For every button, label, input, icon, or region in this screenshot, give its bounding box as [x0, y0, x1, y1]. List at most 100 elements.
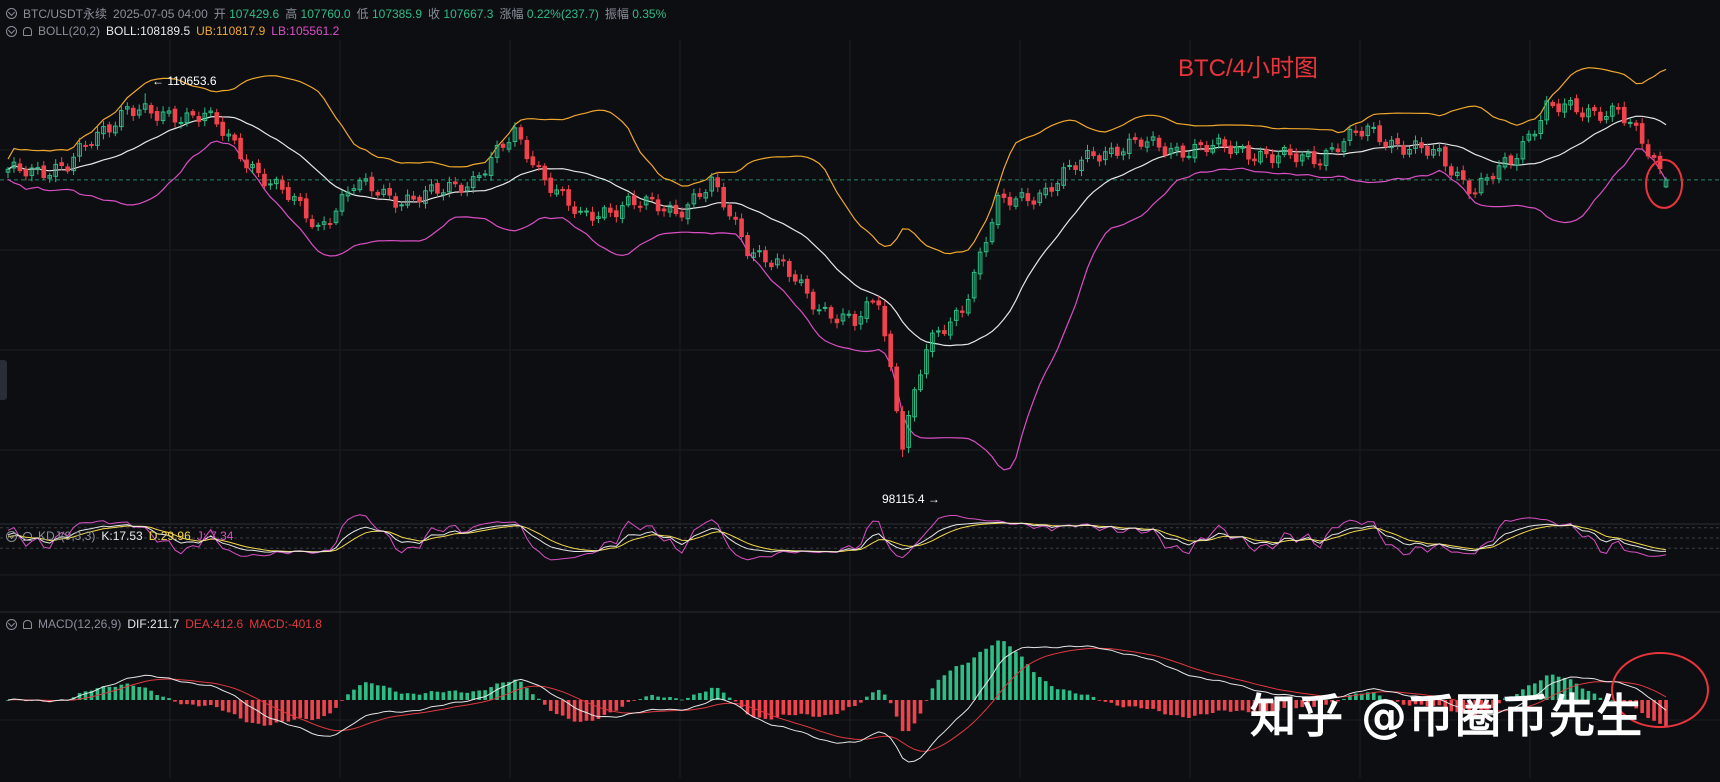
candle-body: [190, 111, 196, 116]
macd-histogram-bar: [1652, 700, 1656, 721]
macd-histogram-bar: [626, 700, 631, 702]
candle-body: [673, 204, 679, 215]
candle-body: [196, 116, 202, 122]
collapse-icon[interactable]: [6, 25, 17, 37]
candle-body: [643, 196, 649, 206]
macd-histogram-bar: [250, 700, 255, 723]
candle-body: [1234, 146, 1239, 154]
macd-histogram-bar: [1354, 693, 1358, 700]
macd-histogram-bar: [1646, 700, 1650, 719]
macd-histogram-bar: [870, 692, 875, 700]
candle-body: [1425, 145, 1430, 156]
left-panel-handle[interactable]: [0, 360, 7, 400]
candle-body: [435, 183, 440, 194]
low-label: 低: [356, 7, 369, 21]
candle-body: [769, 262, 774, 268]
kdj-name[interactable]: KDJ(9,3,3): [38, 529, 96, 543]
bell-icon[interactable]: [23, 531, 32, 541]
candle-body: [1580, 112, 1585, 118]
collapse-icon[interactable]: [6, 618, 17, 630]
candle-body: [375, 191, 381, 196]
candle-body: [948, 321, 953, 336]
bell-icon[interactable]: [23, 619, 32, 629]
macd-histogram-bar: [793, 700, 798, 716]
macd-histogram-bar: [471, 691, 475, 700]
candle-body: [745, 234, 750, 257]
macd-histogram-bar: [1425, 700, 1430, 707]
candle-body: [1365, 125, 1371, 137]
macd-histogram-bar: [948, 670, 953, 700]
macd-histogram-bar: [340, 700, 344, 701]
macd-histogram-bar: [888, 700, 893, 704]
candle-body: [1574, 98, 1579, 113]
candle-body: [721, 186, 726, 208]
candle-body: [566, 189, 571, 206]
candle-body: [1252, 158, 1257, 162]
macd-name[interactable]: MACD(12,26,9): [38, 617, 122, 631]
macd-histogram-bar: [417, 694, 422, 700]
macd-histogram-bar: [483, 690, 487, 700]
candle-body: [1526, 133, 1532, 141]
collapse-icon[interactable]: [6, 8, 17, 19]
candle-body: [369, 176, 375, 192]
macd-histogram-bar: [298, 700, 303, 718]
candle-body: [494, 144, 500, 158]
bell-icon[interactable]: [23, 26, 32, 36]
candle-body: [1371, 126, 1377, 129]
macd-histogram-bar: [1049, 686, 1054, 700]
annotation-circles: [1611, 158, 1709, 728]
candle-body: [751, 252, 756, 258]
candle-body: [619, 205, 625, 219]
macd-histogram-bar: [1187, 700, 1191, 718]
macd-histogram-bar: [364, 682, 368, 700]
candle-body: [482, 173, 488, 176]
macd-histogram-bar: [715, 687, 720, 700]
watermark: 知乎 @币圈币先生: [1250, 689, 1644, 743]
candle-body: [11, 161, 17, 169]
macd-header: MACD(12,26,9) DIF:211.7 DEA:412.6 MACD:-…: [6, 617, 322, 631]
macd-histogram-bar: [1383, 698, 1388, 700]
collapse-icon[interactable]: [6, 530, 17, 542]
macd-histogram-bar: [882, 694, 887, 700]
macd-histogram-bar: [167, 698, 171, 700]
macd-histogram-bar: [226, 700, 231, 713]
macd-histogram-bar: [1544, 675, 1549, 700]
candle-body: [154, 111, 160, 121]
macd-histogram-bar: [1473, 700, 1477, 718]
candle-body: [1645, 144, 1651, 157]
macd-histogram-bar: [6, 700, 10, 701]
candle-body: [733, 216, 738, 220]
candle-body: [327, 223, 333, 226]
macd-histogram-bar: [1598, 697, 1603, 700]
price-circle: [1645, 158, 1684, 209]
symbol-label[interactable]: BTC/USDT永续: [23, 7, 108, 21]
macd-histogram-bar: [1342, 698, 1346, 700]
macd-histogram-bar: [214, 700, 219, 708]
candle-body: [1168, 147, 1174, 155]
macd-histogram-bar: [1556, 676, 1561, 700]
macd-histogram-bar: [381, 685, 386, 700]
macd-dif-line: [7, 645, 1667, 763]
macd-histogram-bar: [698, 693, 702, 700]
candle-body: [1198, 142, 1204, 146]
boll-name[interactable]: BOLL(20,2): [38, 24, 101, 38]
candle-body: [89, 144, 94, 147]
change-label: 涨幅: [499, 7, 524, 21]
amplitude-value: 0.35%: [632, 7, 667, 21]
macd-histogram-bar: [608, 700, 613, 713]
candle-body: [107, 124, 112, 133]
macd-histogram-bar: [1258, 700, 1263, 712]
candle-body: [858, 316, 864, 325]
macd-histogram-bar: [1294, 700, 1299, 709]
macd-histogram-bar: [733, 700, 738, 702]
macd-histogram-bar: [1622, 700, 1627, 705]
candle-body: [1586, 108, 1591, 118]
candle-body: [119, 110, 124, 128]
candle-body: [942, 330, 947, 335]
macd-histogram-bar: [1574, 683, 1579, 700]
macd-histogram-bar: [1026, 664, 1030, 700]
macd-histogram-bar: [244, 700, 249, 723]
macd-histogram-bar: [513, 679, 517, 700]
macd-histogram-bar: [1199, 700, 1203, 715]
